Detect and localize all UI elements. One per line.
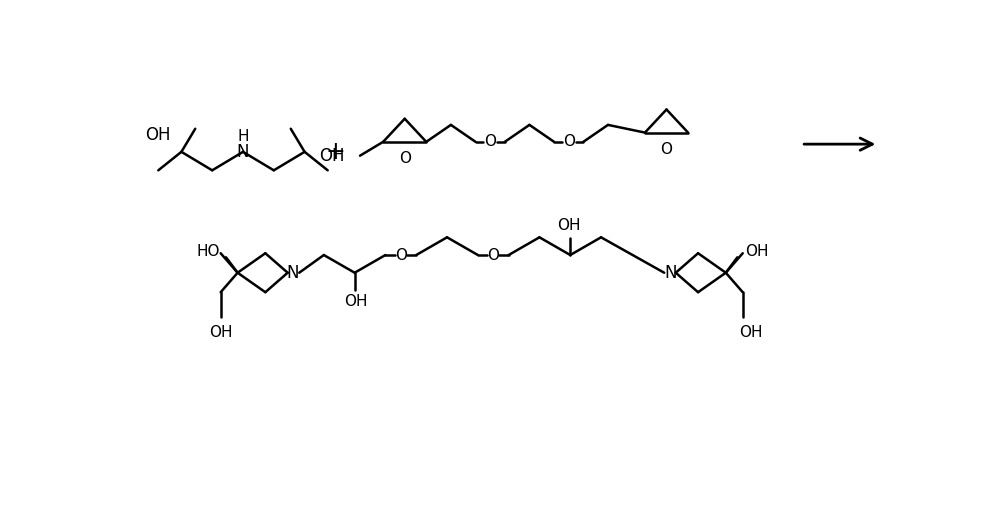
Text: O: O	[395, 247, 407, 263]
Text: H: H	[237, 129, 249, 144]
Text: O: O	[563, 134, 575, 150]
Text: +: +	[326, 140, 345, 164]
Text: OH: OH	[146, 126, 171, 144]
Text: OH: OH	[745, 244, 768, 258]
Text: O: O	[399, 151, 411, 166]
Text: OH: OH	[209, 325, 232, 340]
Text: OH: OH	[557, 218, 580, 233]
Text: O: O	[487, 247, 499, 263]
Text: OH: OH	[319, 147, 344, 165]
Text: OH: OH	[344, 294, 368, 309]
Text: O: O	[484, 134, 496, 150]
Text: N: N	[237, 143, 249, 161]
Text: HO: HO	[197, 244, 220, 258]
Text: N: N	[664, 264, 677, 282]
Text: N: N	[287, 264, 299, 282]
Text: OH: OH	[739, 325, 762, 340]
Text: O: O	[660, 142, 672, 157]
